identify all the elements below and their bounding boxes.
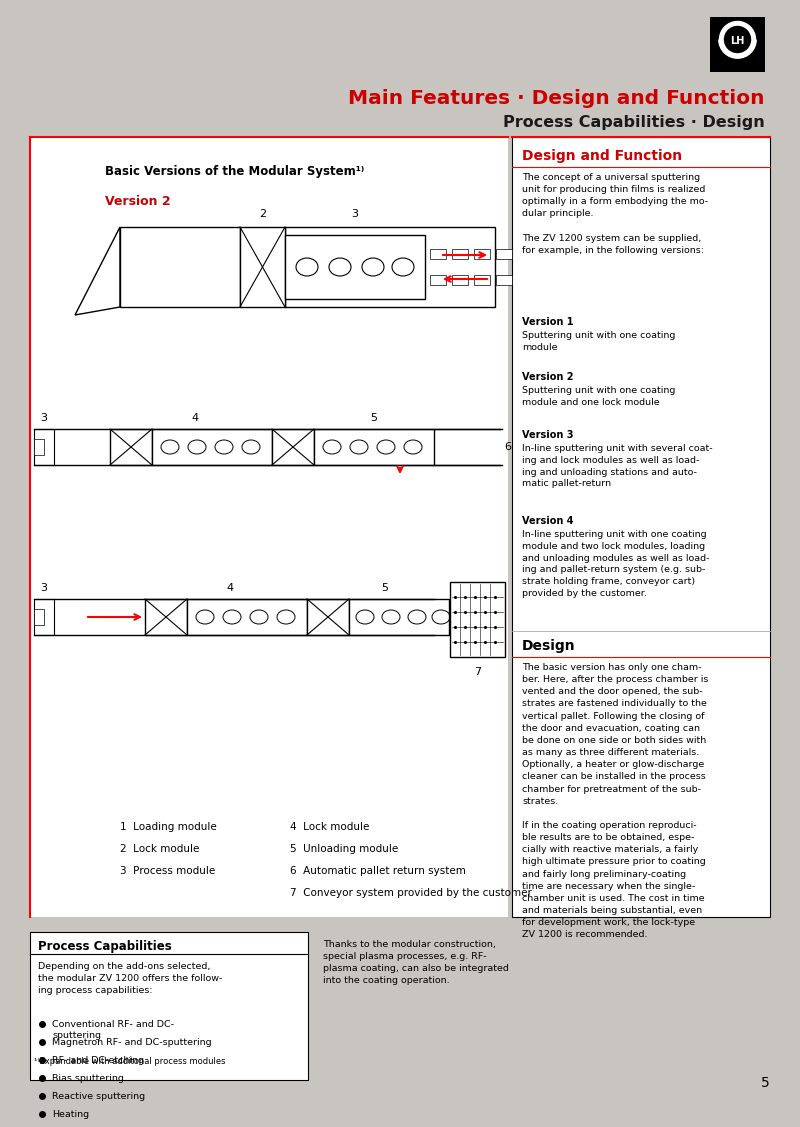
Text: 2: 2 [259, 208, 266, 219]
Bar [474, 275, 490, 285]
Circle shape [719, 21, 755, 57]
Text: 2  Lock module: 2 Lock module [120, 844, 199, 854]
Text: Basic Versions of the Modular System¹⁾: Basic Versions of the Modular System¹⁾ [105, 165, 364, 178]
Bar [710, 17, 765, 72]
Text: Heating: Heating [52, 1110, 89, 1119]
Bar [34, 429, 54, 465]
Text: Depending on the add-ons selected,
the modular ZV 1200 offers the follow-
ing pr: Depending on the add-ons selected, the m… [38, 962, 222, 995]
Text: Magnetron RF- and DC-sputtering: Magnetron RF- and DC-sputtering [52, 1038, 212, 1047]
Text: Process Capabilities · Design: Process Capabilities · Design [503, 115, 765, 130]
Bar [152, 429, 272, 465]
Text: Version 2: Version 2 [105, 195, 170, 208]
Bar [349, 598, 449, 635]
Text: 5: 5 [370, 412, 378, 423]
Text: The concept of a universal sputtering
unit for producing thin films is realized
: The concept of a universal sputtering un… [522, 174, 708, 255]
Bar [452, 275, 468, 285]
Text: 7: 7 [474, 667, 481, 677]
Text: Version 2: Version 2 [522, 372, 574, 382]
Circle shape [725, 27, 750, 53]
Bar [430, 249, 446, 259]
Text: 4: 4 [191, 412, 198, 423]
Text: 5  Unloading module: 5 Unloading module [290, 844, 398, 854]
Bar [110, 429, 152, 465]
Text: Version 4: Version 4 [522, 516, 574, 526]
Text: LH: LH [730, 35, 745, 45]
Bar [187, 598, 307, 635]
Text: Sputtering unit with one coating
module: Sputtering unit with one coating module [522, 331, 675, 352]
Text: 3: 3 [41, 583, 47, 593]
Text: 4: 4 [226, 583, 234, 593]
Text: RF- and DC-etching: RF- and DC-etching [52, 1056, 144, 1065]
Text: 6  Automatic pallet return system: 6 Automatic pallet return system [290, 866, 466, 876]
Text: Sputtering unit with one coating
module and one lock module: Sputtering unit with one coating module … [522, 387, 675, 407]
Bar [34, 440, 44, 455]
Text: 1  Loading module: 1 Loading module [120, 822, 217, 832]
Text: The basic version has only one cham-
ber. Here, after the process chamber is
ven: The basic version has only one cham- ber… [522, 663, 708, 939]
Bar [314, 429, 434, 465]
Text: Reactive sputtering: Reactive sputtering [52, 1092, 145, 1101]
Bar [430, 275, 446, 285]
Text: 3  Process module: 3 Process module [120, 866, 215, 876]
Bar [474, 249, 490, 259]
Bar [34, 609, 44, 625]
Bar [30, 137, 508, 917]
Text: Version 3: Version 3 [522, 431, 574, 440]
Text: Design: Design [522, 639, 576, 653]
Bar [307, 598, 349, 635]
Text: 5: 5 [762, 1076, 770, 1090]
Text: Process Capabilities: Process Capabilities [38, 940, 172, 953]
Bar [450, 582, 505, 657]
Text: 7  Conveyor system provided by the customer: 7 Conveyor system provided by the custom… [290, 888, 532, 898]
Bar [120, 227, 240, 307]
Text: In-line sputtering unit with several coat-
ing and lock modules as well as load-: In-line sputtering unit with several coa… [522, 444, 713, 488]
Bar [30, 932, 308, 1080]
Bar [285, 236, 425, 299]
Bar [272, 429, 314, 465]
Text: ¹⁽Expandable with additonal process modules: ¹⁽Expandable with additonal process modu… [34, 1057, 226, 1066]
Bar [145, 598, 187, 635]
Bar [512, 137, 770, 917]
Bar [34, 598, 54, 635]
Text: 5: 5 [382, 583, 389, 593]
Text: Bias sputtering: Bias sputtering [52, 1074, 124, 1083]
Bar [452, 249, 468, 259]
Bar [285, 227, 495, 307]
Text: Design and Function: Design and Function [522, 149, 682, 163]
Text: Version 1: Version 1 [522, 317, 574, 327]
Text: In-line sputtering unit with one coating
module and two lock modules, loading
an: In-line sputtering unit with one coating… [522, 530, 710, 598]
Text: Conventional RF- and DC-
sputtering: Conventional RF- and DC- sputtering [52, 1020, 174, 1040]
Text: Thanks to the modular construction,
special plasma processes, e.g. RF-
plasma co: Thanks to the modular construction, spec… [323, 940, 509, 985]
Text: 3: 3 [351, 208, 358, 219]
Bar [496, 249, 512, 259]
Bar [496, 275, 512, 285]
Text: 4  Lock module: 4 Lock module [290, 822, 370, 832]
Text: Main Features · Design and Function: Main Features · Design and Function [349, 89, 765, 108]
Text: 6: 6 [504, 442, 511, 452]
Bar [240, 227, 285, 307]
Text: 3: 3 [41, 412, 47, 423]
